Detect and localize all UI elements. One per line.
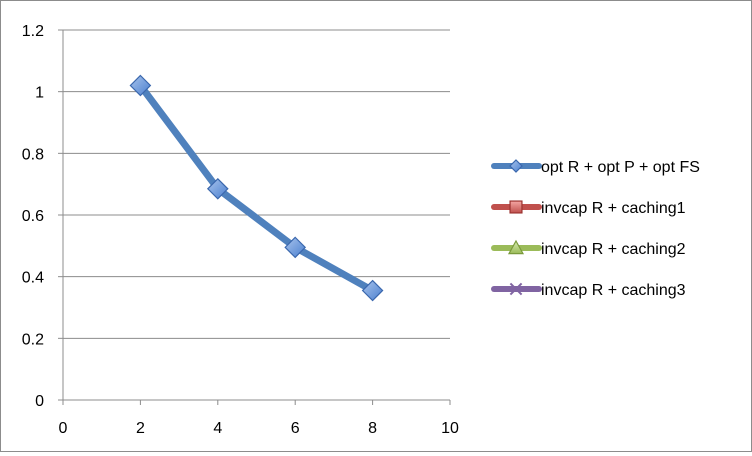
- series-layer: [129, 74, 384, 302]
- x-tick-label: 2: [136, 420, 145, 437]
- legend-marker-square: [509, 200, 523, 214]
- legend-marker-diamond: [509, 159, 523, 173]
- legend-item: invcap R + caching3: [491, 282, 686, 299]
- legend-label: invcap R + caching2: [541, 241, 686, 258]
- x-tick-label: 0: [59, 420, 68, 437]
- data-point-marker: [129, 74, 152, 97]
- legend-item: invcap R + caching2: [491, 239, 686, 258]
- legend-label: invcap R + caching1: [541, 200, 686, 217]
- y-tick-label: 0: [35, 393, 44, 410]
- x-tick-label: 8: [368, 420, 377, 437]
- x-tick-label: 6: [291, 420, 300, 437]
- grid-layer: [63, 29, 450, 339]
- y-tick-label: 0.2: [22, 331, 44, 348]
- series-line-1: [136, 82, 377, 295]
- x-tick-label: 4: [213, 420, 222, 437]
- legend-marker-triangle: [507, 239, 525, 255]
- legend-label: opt R + opt P + opt FS: [541, 159, 700, 176]
- data-point-marker: [284, 236, 307, 259]
- marker-x-stroke: [509, 282, 523, 296]
- legend-item: opt R + opt P + opt FS: [491, 159, 700, 176]
- y-tick-label: 1: [35, 85, 44, 102]
- data-point-marker: [206, 177, 229, 200]
- axes-layer: 0 0.2 0.4 0.6 0.8 1 1.2 0 2 4 6 8 10: [22, 23, 459, 437]
- y-tick-label: 0.6: [22, 208, 44, 225]
- legend-marker-x: [509, 282, 523, 296]
- data-point-marker: [361, 279, 384, 302]
- legend: opt R + opt P + opt FS invcap R + caching…: [491, 159, 700, 299]
- y-tick-label: 0.8: [22, 146, 44, 163]
- x-tick-label: 10: [441, 420, 459, 437]
- y-tick-label: 1.2: [22, 23, 44, 40]
- y-tick-label: 0.4: [22, 270, 44, 287]
- legend-label: invcap R + caching3: [541, 282, 686, 299]
- legend-item: invcap R + caching1: [491, 200, 686, 217]
